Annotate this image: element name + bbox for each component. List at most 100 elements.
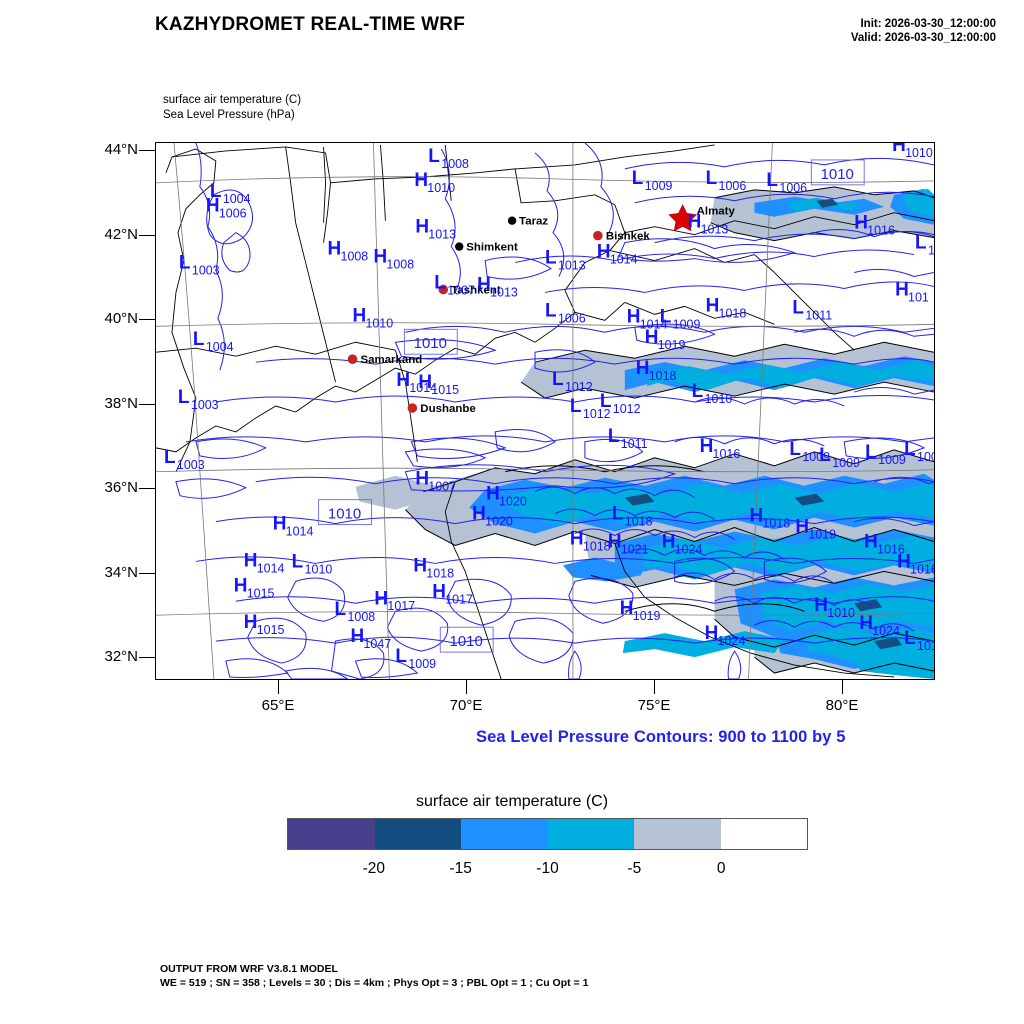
pressure-center-l-7: L 1006 bbox=[766, 170, 807, 195]
city-label-tashkent: Tashkent bbox=[451, 284, 501, 296]
pressure-center-value: 1010 bbox=[305, 562, 333, 576]
footer-line-model: OUTPUT FROM WRF V3.8.1 MODEL bbox=[160, 963, 338, 975]
pressure-center-value: 1009 bbox=[645, 179, 673, 193]
colorbar[interactable] bbox=[287, 818, 808, 850]
pressure-center-value: 1018 bbox=[719, 306, 747, 320]
colorbar-tick--5: -5 bbox=[627, 860, 642, 877]
pressure-center-symbol: L bbox=[766, 170, 778, 191]
init-time-label: Init: 2026-03-30_12:00:00 bbox=[860, 18, 996, 30]
pressure-center-symbol: L bbox=[792, 297, 804, 318]
weather-map[interactable]: Almaty Taraz Shimkent Bishkek Tashkent bbox=[155, 142, 935, 680]
pressure-center-value: 1015 bbox=[247, 586, 275, 600]
pressure-center-value: 1010 bbox=[365, 316, 393, 330]
pressure-center-value: 1013 bbox=[701, 223, 729, 237]
pressure-center-value: 1006 bbox=[779, 181, 807, 195]
pressure-center-h-47: H 1015 bbox=[234, 575, 275, 600]
pressure-center-symbol: L bbox=[789, 439, 801, 460]
city-marker-shimkent[interactable]: Shimkent bbox=[455, 242, 518, 254]
pressure-center-symbol: L bbox=[692, 381, 704, 402]
field-label-temperature: surface air temperature (C) bbox=[163, 94, 302, 106]
pressure-center-symbol: H bbox=[700, 436, 714, 457]
pressure-center-value: 1007 bbox=[447, 283, 475, 297]
pressure-center-l-40: L 1009 bbox=[819, 445, 860, 470]
pressure-center-value: 1008 bbox=[341, 250, 369, 264]
colorbar-swatch-0[interactable] bbox=[288, 819, 375, 849]
pressure-center-symbol: H bbox=[627, 306, 641, 327]
pressure-center-symbol: L bbox=[706, 168, 718, 189]
pressure-center-symbol: L bbox=[179, 253, 191, 274]
pressure-center-value: 1004 bbox=[223, 192, 251, 206]
pressure-center-value: 1006 bbox=[558, 311, 586, 325]
pressure-center-value: 1024 bbox=[872, 624, 900, 638]
pressure-center-value: 1020 bbox=[485, 515, 513, 529]
city-marker-bishkek[interactable]: Bishkek bbox=[593, 231, 650, 243]
latitude-tick-32 bbox=[139, 657, 155, 659]
pressure-center-symbol: L bbox=[612, 504, 624, 525]
latitude-tick-42 bbox=[139, 234, 155, 236]
pressure-center-l-6: L 1006 bbox=[706, 168, 747, 193]
pressure-center-h-4: H 1010 bbox=[414, 170, 455, 195]
colorbar-swatch-2[interactable] bbox=[461, 819, 548, 849]
pressure-center-h-26: H 1018 bbox=[706, 295, 747, 320]
pressure-center-l-13: L 1007 bbox=[434, 272, 475, 297]
slp-contour-note: Sea Level Pressure Contours: 900 to 1100… bbox=[476, 728, 846, 746]
colorbar-swatch-5[interactable] bbox=[720, 819, 807, 849]
pressure-center-l-34: L 1012 bbox=[552, 369, 593, 394]
pressure-center-l-2: L 1003 bbox=[179, 253, 220, 278]
pressure-center-value: 1009 bbox=[878, 453, 906, 467]
pressure-center-l-20: L 1004 bbox=[193, 329, 234, 354]
pressure-center-value: 1010 bbox=[827, 606, 855, 620]
pressure-center-symbol: H bbox=[373, 247, 387, 268]
pressure-center-l-27: L 1011 bbox=[792, 297, 832, 322]
city-marker-samarkand[interactable]: Samarkand bbox=[347, 354, 423, 366]
pressure-center-symbol: L bbox=[915, 233, 927, 254]
pressure-center-value: 1014 bbox=[257, 561, 285, 575]
pressure-center-symbol: H bbox=[273, 514, 287, 535]
pressure-center-l-35: L 1012 bbox=[570, 396, 611, 421]
city-marker-taraz[interactable]: Taraz bbox=[507, 216, 549, 228]
pressure-center-value: 1007 bbox=[428, 480, 456, 494]
pressure-center-value: 1003 bbox=[191, 398, 219, 412]
city-marker-tashkent[interactable]: Tashkent bbox=[438, 284, 501, 296]
pressure-center-symbol: H bbox=[814, 595, 828, 616]
pressure-center-value: 1016 bbox=[713, 447, 741, 461]
pressure-center-symbol: H bbox=[854, 213, 868, 234]
pressure-center-h-1: H 1006 bbox=[206, 196, 247, 221]
longitude-tick-70 bbox=[466, 680, 468, 694]
city-marker-almaty[interactable]: Almaty bbox=[668, 204, 735, 232]
pressure-center-symbol: H bbox=[706, 295, 720, 316]
pressure-center-symbol: H bbox=[895, 279, 909, 300]
pressure-center-h-57: H 1018 bbox=[570, 529, 611, 554]
pressure-center-value: 1012 bbox=[583, 407, 611, 421]
city-label-dushanbe: Dushanbe bbox=[420, 403, 475, 415]
colorbar-swatch-3[interactable] bbox=[547, 819, 634, 849]
pressure-center-symbol: L bbox=[178, 387, 190, 408]
pressure-center-value: 1019 bbox=[808, 528, 836, 542]
pressure-center-symbol: L bbox=[164, 447, 176, 468]
pressure-center-symbol: H bbox=[636, 358, 650, 379]
pressure-center-value: 1010 bbox=[917, 639, 934, 653]
pressure-center-symbol: H bbox=[374, 588, 388, 609]
pressure-center-value: 1011 bbox=[805, 308, 832, 322]
pressure-center-h-24: H 1014 bbox=[627, 306, 668, 331]
pressure-center-value: 10 bbox=[928, 244, 934, 258]
city-marker-dushanbe[interactable]: Dushanbe bbox=[407, 403, 476, 415]
pressure-center-value: 1016 bbox=[867, 224, 895, 238]
pressure-center-value: 1013 bbox=[490, 285, 518, 299]
pressure-center-value: 1015 bbox=[257, 623, 285, 637]
pressure-center-h-65: H 1024 bbox=[859, 613, 900, 638]
contour-label-box bbox=[318, 499, 372, 526]
pressure-center-value: 1011 bbox=[621, 437, 648, 451]
colorbar-swatch-4[interactable] bbox=[634, 819, 721, 849]
pressure-center-value: 1047 bbox=[363, 637, 391, 651]
pressure-center-symbol: H bbox=[396, 370, 410, 391]
pressure-center-symbol: H bbox=[620, 598, 634, 619]
contour-label-text: 1010 bbox=[821, 166, 854, 183]
colorbar-swatch-1[interactable] bbox=[374, 819, 461, 849]
pressure-center-value: 1010 bbox=[427, 181, 455, 195]
pressure-center-l-5: L 1009 bbox=[632, 168, 673, 193]
pressure-center-value: 1018 bbox=[583, 539, 611, 553]
pressure-center-h-15: H 1013 bbox=[477, 274, 518, 299]
footer-line-config: WE = 519 ; SN = 358 ; Levels = 30 ; Dis … bbox=[160, 976, 589, 989]
